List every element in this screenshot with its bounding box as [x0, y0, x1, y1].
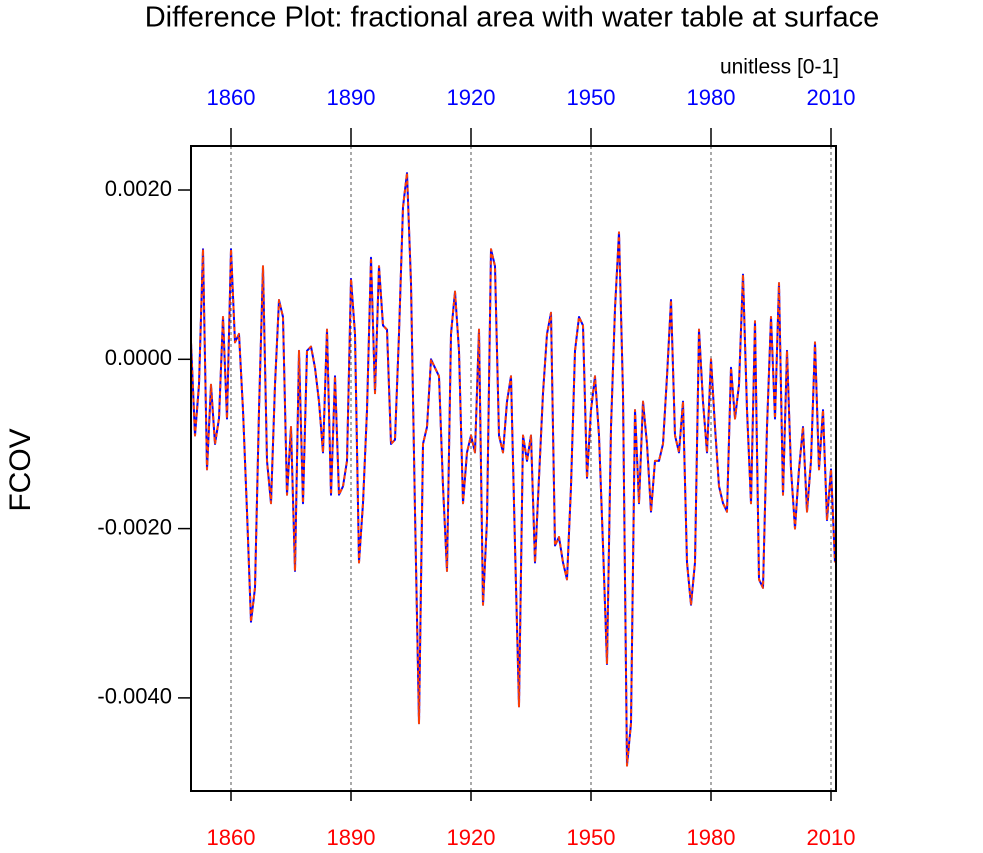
x-tick-label-top: 1950 — [567, 85, 616, 110]
y-tick-label: -0.0040 — [97, 684, 172, 709]
x-tick-label-bottom: 1920 — [447, 825, 496, 850]
x-tick-label-bottom: 2010 — [807, 825, 856, 850]
data-line — [191, 172, 836, 767]
plot-frame — [190, 145, 837, 792]
x-tick-label-top: 1860 — [207, 85, 256, 110]
y-tick-label: -0.0020 — [97, 514, 172, 539]
data-line — [191, 172, 836, 767]
x-tick-label-top: 1920 — [447, 85, 496, 110]
x-tick-label-bottom: 1950 — [567, 825, 616, 850]
units-label: unitless [0-1] — [720, 56, 839, 79]
y-tick-label: 0.0020 — [105, 176, 172, 201]
y-tick-label: 0.0000 — [105, 345, 172, 370]
x-tick-label-bottom: 1860 — [207, 825, 256, 850]
x-tick-label-top: 2010 — [807, 85, 856, 110]
x-tick-label-bottom: 1980 — [687, 825, 736, 850]
chart-title: Difference Plot: fractional area with wa… — [145, 2, 880, 34]
x-tick-label-top: 1890 — [327, 85, 376, 110]
x-tick-label-bottom: 1890 — [327, 825, 376, 850]
y-axis-label: FCOV — [4, 428, 37, 511]
x-tick-label-top: 1980 — [687, 85, 736, 110]
